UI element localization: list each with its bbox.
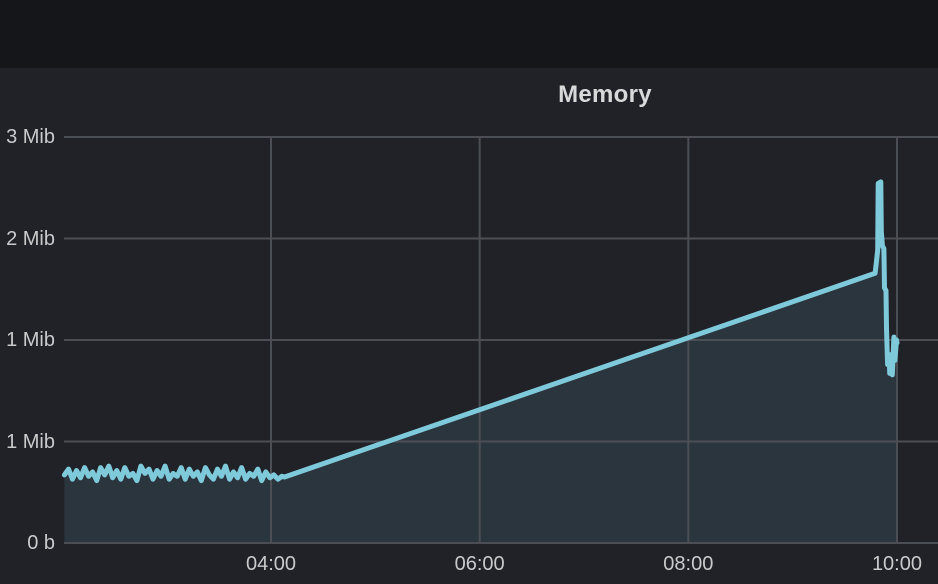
y-tick-label: 0 b — [27, 532, 55, 554]
x-tick-label: 06:00 — [454, 553, 505, 575]
x-tick-label: 04:00 — [245, 553, 297, 575]
y-tick-label: 1 Mib — [6, 430, 55, 453]
memory-panel: Memory — [0, 68, 938, 584]
series-fill — [64, 181, 897, 543]
panel-title[interactable]: Memory — [558, 81, 652, 108]
series-line — [61, 179, 900, 484]
x-tick-label: 10:00 — [871, 553, 922, 575]
y-tick-label: 1 Mib — [6, 329, 55, 351]
x-tick-label: 08:00 — [663, 553, 714, 575]
y-tick-label: 3 Mib — [6, 126, 55, 148]
y-tick-label: 2 Mib — [6, 227, 55, 250]
top-bar — [0, 0, 938, 68]
